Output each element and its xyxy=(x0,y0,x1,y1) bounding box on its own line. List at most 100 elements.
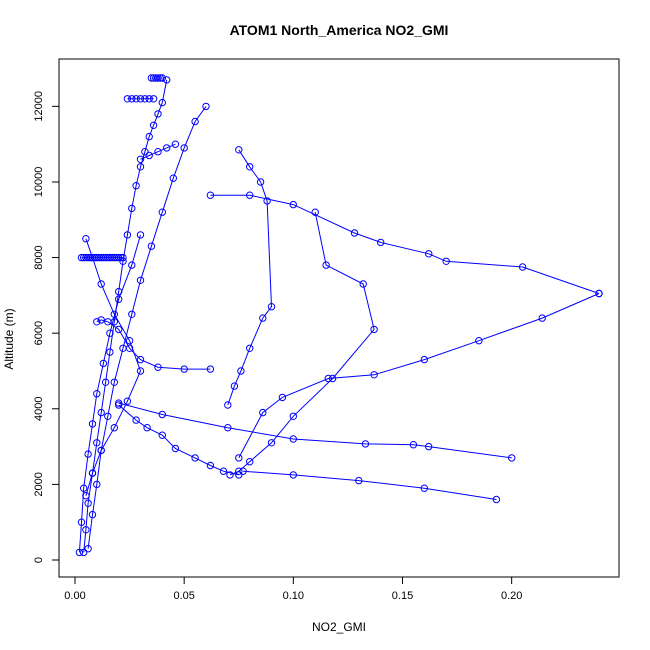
data-point xyxy=(132,95,140,103)
data-point xyxy=(239,467,247,475)
data-point xyxy=(143,424,151,432)
data-point xyxy=(219,467,228,475)
data-point xyxy=(158,208,167,216)
data-point xyxy=(259,314,267,322)
data-point xyxy=(191,454,199,462)
data-point xyxy=(84,450,92,458)
series-line xyxy=(243,470,497,500)
data-point xyxy=(136,95,145,103)
data-point xyxy=(202,102,210,111)
data-point xyxy=(149,121,158,130)
y-tick-label: 2000 xyxy=(33,472,45,496)
data-point xyxy=(377,238,385,247)
data-series xyxy=(77,253,127,262)
data-point xyxy=(158,98,167,107)
data-point xyxy=(311,208,319,216)
series-line xyxy=(227,149,273,406)
data-point xyxy=(97,446,105,455)
data-point xyxy=(145,151,153,160)
data-point xyxy=(409,441,418,449)
series-layer xyxy=(75,74,603,557)
data-point xyxy=(246,458,254,466)
data-point xyxy=(115,399,123,407)
x-tick-label: 0.20 xyxy=(501,590,522,602)
data-point xyxy=(538,314,546,322)
data-point xyxy=(224,401,232,409)
data-point xyxy=(163,76,171,84)
data-point xyxy=(132,182,140,190)
data-point xyxy=(136,163,145,171)
data-point xyxy=(259,408,267,417)
data-point xyxy=(154,148,162,156)
data-point xyxy=(154,110,162,118)
data-point xyxy=(106,348,114,356)
data-point xyxy=(361,440,370,448)
data-point xyxy=(324,374,332,383)
data-point xyxy=(82,492,90,500)
y-tick-label: 4000 xyxy=(33,397,45,421)
y-tick-label: 6000 xyxy=(33,321,45,345)
data-point xyxy=(88,510,97,519)
data-point xyxy=(224,424,232,432)
data-point xyxy=(82,235,90,243)
series-line xyxy=(118,404,239,476)
data-point xyxy=(115,401,123,409)
data-point xyxy=(80,548,88,557)
data-point xyxy=(370,325,378,334)
data-point xyxy=(235,471,243,479)
data-point xyxy=(110,378,119,386)
plot-frame xyxy=(58,58,620,578)
data-series xyxy=(224,146,276,409)
data-point xyxy=(136,231,145,239)
data-point xyxy=(117,253,125,262)
data-point xyxy=(123,95,132,103)
y-axis: 0 2000 4000 6000 8000 10000 12000 xyxy=(33,91,60,563)
data-point xyxy=(88,253,97,262)
data-point xyxy=(141,148,149,156)
data-point xyxy=(256,178,265,186)
data-point xyxy=(235,454,243,462)
data-point xyxy=(97,408,105,417)
data-point xyxy=(158,74,167,82)
data-series xyxy=(239,467,501,504)
data-point xyxy=(145,132,153,141)
data-series xyxy=(84,102,210,553)
series-line xyxy=(87,106,207,549)
data-point xyxy=(350,229,359,237)
data-point xyxy=(442,257,450,265)
data-series xyxy=(136,140,180,164)
series-line xyxy=(118,402,512,459)
data-point xyxy=(246,344,254,352)
data-point xyxy=(180,365,188,373)
data-point xyxy=(420,484,428,492)
data-point xyxy=(147,242,156,250)
data-point xyxy=(145,95,153,103)
data-point xyxy=(235,146,243,154)
data-point xyxy=(206,461,215,470)
data-point xyxy=(278,393,287,402)
x-axis-label: NO2_GMI xyxy=(312,620,366,634)
y-axis-label: Altitude (m) xyxy=(2,308,16,369)
data-point xyxy=(128,310,136,318)
data-point xyxy=(141,95,149,103)
data-point xyxy=(115,325,123,334)
data-point xyxy=(156,74,164,82)
data-point xyxy=(191,117,199,126)
x-tick-label: 0.00 xyxy=(64,590,85,602)
data-point xyxy=(226,471,234,479)
data-series xyxy=(235,289,603,462)
data-point xyxy=(101,378,110,386)
data-series xyxy=(82,235,145,500)
data-point xyxy=(110,424,119,432)
data-point xyxy=(123,231,132,239)
data-point xyxy=(355,476,363,485)
data-point xyxy=(322,261,330,269)
data-point xyxy=(237,367,245,375)
data-point xyxy=(163,144,171,152)
data-point xyxy=(106,329,114,337)
data-point xyxy=(132,416,140,424)
data-point xyxy=(171,444,180,453)
data-point xyxy=(88,420,97,428)
data-point xyxy=(328,374,337,383)
